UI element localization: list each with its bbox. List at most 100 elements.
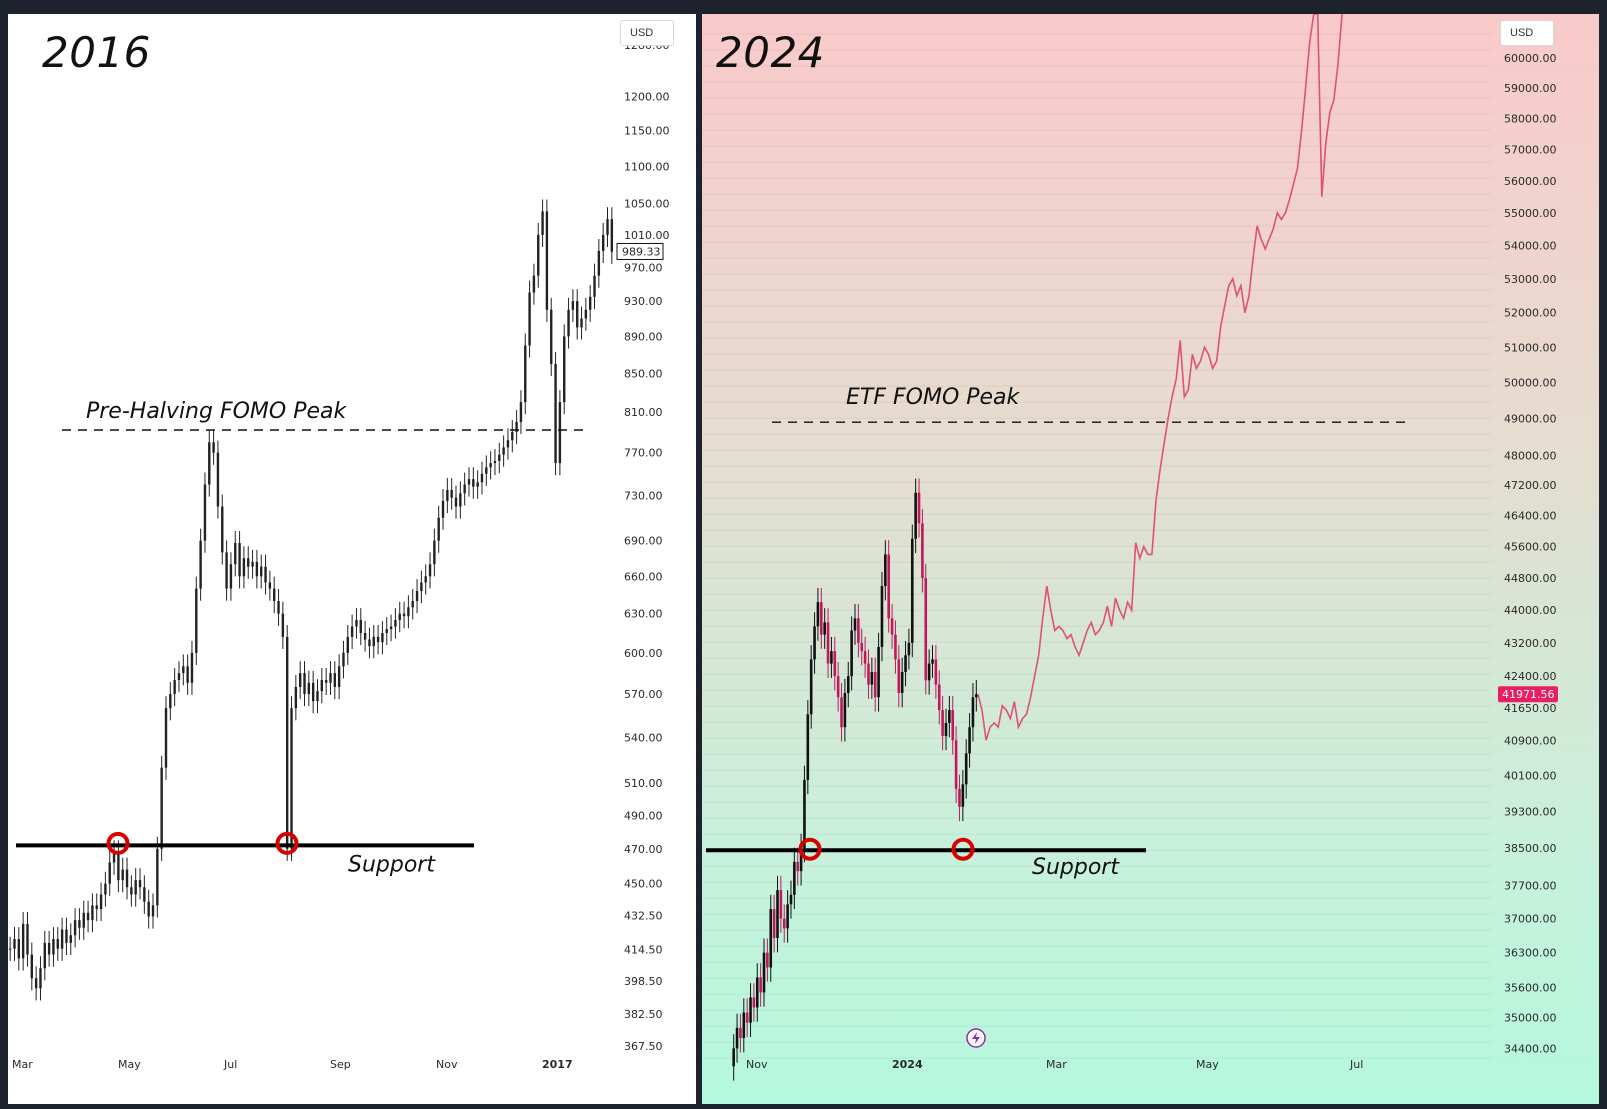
candle [433,528,436,577]
candle [156,836,159,918]
candle-body [749,997,752,1023]
candle [333,661,337,700]
candle-body [234,542,237,565]
candle [69,923,72,956]
chart-panel-2024: ETF FOMO Peak Support 60000.00 59000.00 580… [702,14,1599,1104]
candle [752,983,756,1022]
candle-body [454,497,458,507]
candle [890,604,894,649]
candle-body [203,484,207,541]
candle-body [60,929,64,949]
candle-body [208,442,211,485]
candle-body [433,540,436,565]
candle [931,645,934,678]
candle [108,850,111,896]
candle-body [576,301,579,328]
candle-body [934,659,938,685]
candle [850,616,853,691]
candle [833,636,837,691]
candle [47,930,51,967]
candle [877,632,880,712]
candle-body [850,630,853,677]
candle-body [394,620,397,627]
currency-selector-2016[interactable]: USD [620,20,674,46]
candle [441,488,445,530]
y-tick-label: 52000.00 [1504,307,1557,320]
candle-body [264,566,267,583]
currency-selector-2024[interactable]: USD [1500,20,1554,46]
y-tick-label: 40100.00 [1504,769,1557,782]
candle [298,661,302,700]
candle [208,430,211,497]
candle [30,942,34,991]
candle [99,882,103,922]
y-tick-label: 490.00 [624,809,663,822]
candle-body [779,890,783,919]
x-tick-label: Jul [1349,1058,1363,1071]
candle [446,478,449,514]
candle [759,963,762,1007]
candle [610,207,614,264]
y-tick-label: 44800.00 [1504,572,1557,585]
candle-body [333,673,337,687]
candle-body [502,447,505,455]
y-tick-label: 57000.00 [1504,143,1557,156]
candle-body [823,622,826,635]
candle [234,531,237,577]
candle-body [755,977,759,1008]
candle [762,938,766,1007]
candle-body [948,710,951,723]
y-tick-label: 414.50 [624,944,663,957]
y-tick-label: 46400.00 [1504,510,1557,523]
candle-body [160,767,163,849]
candle-body [476,482,479,487]
candle [796,847,800,886]
y-tick-label: 60000.00 [1504,52,1557,65]
annotations-2016: Pre-Halving FOMO Peak Support [16,399,586,877]
y-tick-label: 810.00 [624,406,663,419]
candle [385,617,388,646]
candle [82,900,85,940]
candle [368,627,371,659]
y-tick-label: 47200.00 [1504,479,1557,492]
candle-body [26,923,29,955]
candle [545,199,549,322]
candle-body [843,693,847,728]
candle-body [806,714,810,780]
last-price-label: 41971.56 [1502,688,1555,701]
candle-body [803,779,806,848]
candle-body [485,467,488,474]
candle-body [86,912,90,921]
candle [337,654,341,700]
y-tick-label: 45600.00 [1504,541,1557,554]
y-tick-label: 56000.00 [1504,175,1557,188]
candle [971,683,975,742]
candle-body [56,939,59,949]
lightning-icon[interactable] [966,1028,986,1048]
candle [537,222,540,288]
candle-body [446,489,449,501]
candle [324,668,328,695]
projection-line [977,14,1343,741]
candle-body [880,586,884,647]
candle-body [372,636,375,647]
candle-body [294,686,298,709]
candle [769,894,773,982]
candle [880,571,884,662]
y-tick-label: 660.00 [624,570,663,583]
candle-body [537,234,540,276]
candle [843,678,847,742]
y-tick-label: 630.00 [624,608,663,621]
candle-body [884,554,887,587]
candle-body [441,500,445,518]
candle [428,552,432,589]
candle-body [389,626,393,630]
candle-body [766,952,769,968]
candle [229,552,233,601]
candle [803,765,806,863]
candle-body [173,680,176,694]
candle-body [789,894,793,905]
candle-body [907,642,911,656]
candle [195,576,198,665]
x-tick-label: 2017 [542,1058,573,1071]
